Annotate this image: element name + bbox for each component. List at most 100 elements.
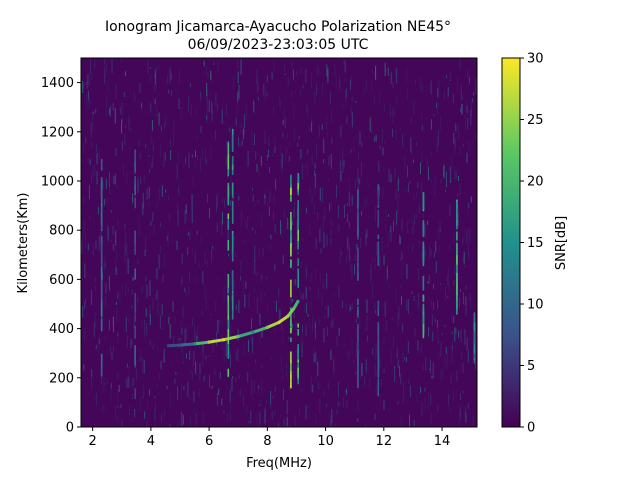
noise-speck [311, 115, 313, 123]
vertical-streak-segment [227, 368, 230, 377]
noise-speck [289, 426, 291, 427]
noise-speck [360, 236, 362, 249]
noise-speck [330, 415, 332, 422]
noise-speck [240, 276, 241, 281]
x-tick-label: 10 [317, 434, 334, 449]
noise-speck [282, 255, 284, 264]
vertical-streak-segment [290, 230, 292, 244]
noise-speck [318, 126, 320, 138]
vertical-streak-segment [357, 205, 359, 216]
noise-speck [94, 285, 96, 292]
vertical-streak-segment [100, 250, 103, 266]
noise-speck [385, 320, 387, 332]
noise-speck [154, 396, 156, 399]
noise-speck [168, 316, 170, 325]
vertical-streak-segment [357, 326, 359, 340]
noise-speck [245, 220, 247, 229]
noise-speck [190, 154, 192, 158]
noise-speck [281, 224, 283, 238]
noise-speck [460, 108, 462, 113]
noise-speck [330, 420, 332, 427]
noise-speck [302, 325, 304, 333]
noise-speck [297, 251, 299, 255]
noise-speck [240, 122, 242, 133]
noise-speck [361, 362, 363, 376]
noise-speck [88, 185, 90, 200]
noise-speck [268, 206, 270, 217]
vertical-streak-segment [231, 233, 234, 252]
noise-speck [87, 157, 89, 164]
noise-speck [305, 69, 307, 83]
noise-speck [126, 335, 128, 349]
noise-speck [298, 136, 300, 140]
noise-speck [372, 348, 374, 355]
vertical-streak-segment [134, 325, 136, 339]
noise-speck [196, 230, 198, 235]
noise-speck [366, 315, 368, 331]
noise-speck [384, 62, 386, 77]
noise-speck [192, 318, 193, 326]
noise-speck [389, 229, 391, 242]
noise-speck [160, 360, 162, 370]
noise-speck [345, 389, 347, 394]
noise-speck [306, 268, 307, 279]
noise-speck [469, 226, 471, 243]
vertical-streak-segment [422, 294, 425, 302]
noise-speck [243, 114, 245, 128]
noise-speck [331, 320, 333, 329]
noise-speck [449, 79, 451, 82]
noise-speck [336, 409, 338, 415]
noise-speck [342, 103, 344, 110]
noise-speck [343, 397, 344, 408]
noise-speck [374, 413, 376, 421]
noise-speck [124, 245, 126, 262]
noise-speck [397, 178, 399, 191]
vertical-streak-segment [134, 293, 136, 313]
noise-speck [355, 319, 357, 323]
noise-speck [341, 300, 343, 308]
noise-speck [191, 193, 193, 209]
noise-speck [318, 317, 320, 326]
noise-speck [305, 324, 307, 337]
noise-speck [458, 204, 460, 215]
noise-speck [349, 80, 351, 91]
noise-speck [105, 296, 107, 308]
noise-speck [357, 400, 359, 413]
noise-speck [156, 383, 158, 388]
noise-speck [421, 401, 423, 416]
noise-speck [120, 59, 122, 64]
vertical-streak-segment [377, 322, 380, 334]
noise-speck [406, 222, 408, 232]
noise-speck [238, 299, 240, 314]
noise-speck [340, 170, 342, 182]
echo-trace-point [265, 325, 269, 329]
noise-speck [401, 251, 403, 260]
noise-speck [447, 274, 449, 285]
noise-speck [281, 323, 283, 331]
noise-speck [375, 346, 377, 360]
noise-speck [252, 227, 254, 231]
noise-speck [207, 72, 209, 78]
colorbar-tick-label: 0 [527, 421, 535, 436]
noise-speck [405, 357, 407, 363]
noise-speck [202, 146, 204, 161]
noise-speck [285, 146, 287, 161]
y-tick-label: 1000 [41, 175, 74, 190]
noise-speck [417, 339, 419, 351]
noise-speck [475, 133, 477, 139]
noise-speck [103, 198, 105, 206]
noise-speck [137, 179, 139, 193]
noise-speck [462, 390, 464, 394]
noise-speck [142, 192, 144, 209]
noise-speck [331, 409, 333, 423]
noise-speck [419, 347, 421, 354]
noise-speck [153, 342, 154, 348]
noise-speck [375, 384, 377, 394]
colorbar-ticks: 0 5 10 15 20 25 30 [520, 52, 544, 436]
x-tick-label: 12 [376, 434, 393, 449]
noise-speck [235, 351, 237, 361]
y-tick-label: 400 [49, 322, 74, 337]
noise-speck [402, 381, 404, 393]
noise-speck [275, 179, 277, 190]
noise-speck [465, 285, 467, 290]
